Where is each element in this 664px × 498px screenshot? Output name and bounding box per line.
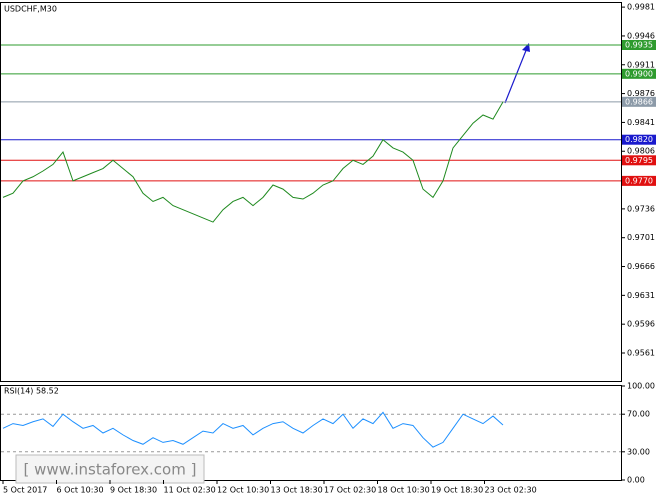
level-label-bg (622, 175, 656, 186)
y-tick-label: 0.00 (627, 476, 645, 485)
y-tick-label: 70.00 (627, 410, 650, 419)
y-tick-label: 30.00 (627, 447, 650, 456)
level-label: 0.9820 (625, 135, 653, 144)
y-tick-label: 0.9806 (627, 147, 655, 156)
rsi-frame (0, 385, 622, 481)
level-label: 0.9935 (625, 41, 653, 50)
x-tick-label: 12 Oct 10:30 (217, 486, 269, 495)
y-tick-label: 0.9631 (627, 291, 655, 300)
level-label: 0.9795 (625, 156, 653, 165)
level-label: 0.9900 (625, 69, 653, 78)
y-tick-label: 0.9946 (627, 31, 655, 40)
price-line (2, 101, 504, 223)
y-tick-label: 0.9981 (627, 3, 655, 12)
y-tick-label: 0.9876 (627, 89, 655, 98)
x-tick-label: 5 Oct 2017 (3, 486, 47, 495)
y-tick-label: 0.9561 (627, 349, 655, 358)
level-label-bg (622, 134, 656, 145)
x-tick-label: 11 Oct 02:30 (164, 486, 216, 495)
watermark: [ www.instaforex.com ] (24, 461, 197, 479)
y-tick-label: 0.9736 (627, 204, 655, 213)
x-tick-label: 18 Oct 10:30 (378, 486, 430, 495)
level-label-bg (622, 96, 656, 107)
x-tick-label: 23 Oct 02:30 (485, 486, 537, 495)
y-tick-label: 100.00 (627, 382, 655, 391)
y-tick-label: 0.9666 (627, 262, 655, 271)
rsi-title: RSI(14) 58.52 (4, 387, 59, 396)
x-tick-label: 13 Oct 18:30 (271, 486, 323, 495)
x-tick-label: 6 Oct 10:30 (57, 486, 104, 495)
level-label-bg (622, 68, 656, 79)
y-tick-label: 0.9596 (627, 320, 655, 329)
level-label-bg (622, 40, 656, 50)
x-tick-label: 17 Oct 02:30 (324, 486, 376, 495)
x-tick-label: 19 Oct 18:30 (431, 486, 483, 495)
y-tick-label: 0.9841 (627, 118, 655, 127)
x-tick-label: 9 Oct 18:30 (110, 486, 157, 495)
watermark-box (15, 454, 205, 484)
price-line (2, 411, 504, 448)
level-label: 0.9770 (625, 176, 653, 185)
y-tick-label: 0.9701 (627, 233, 655, 242)
level-label: 0.9866 (625, 97, 653, 106)
level-label-bg (622, 155, 656, 166)
price-frame (0, 2, 622, 382)
forecast-arrow (504, 47, 528, 104)
y-tick-label: 0.9911 (627, 60, 655, 69)
chart-title: USDCHF,M30 (4, 5, 57, 14)
